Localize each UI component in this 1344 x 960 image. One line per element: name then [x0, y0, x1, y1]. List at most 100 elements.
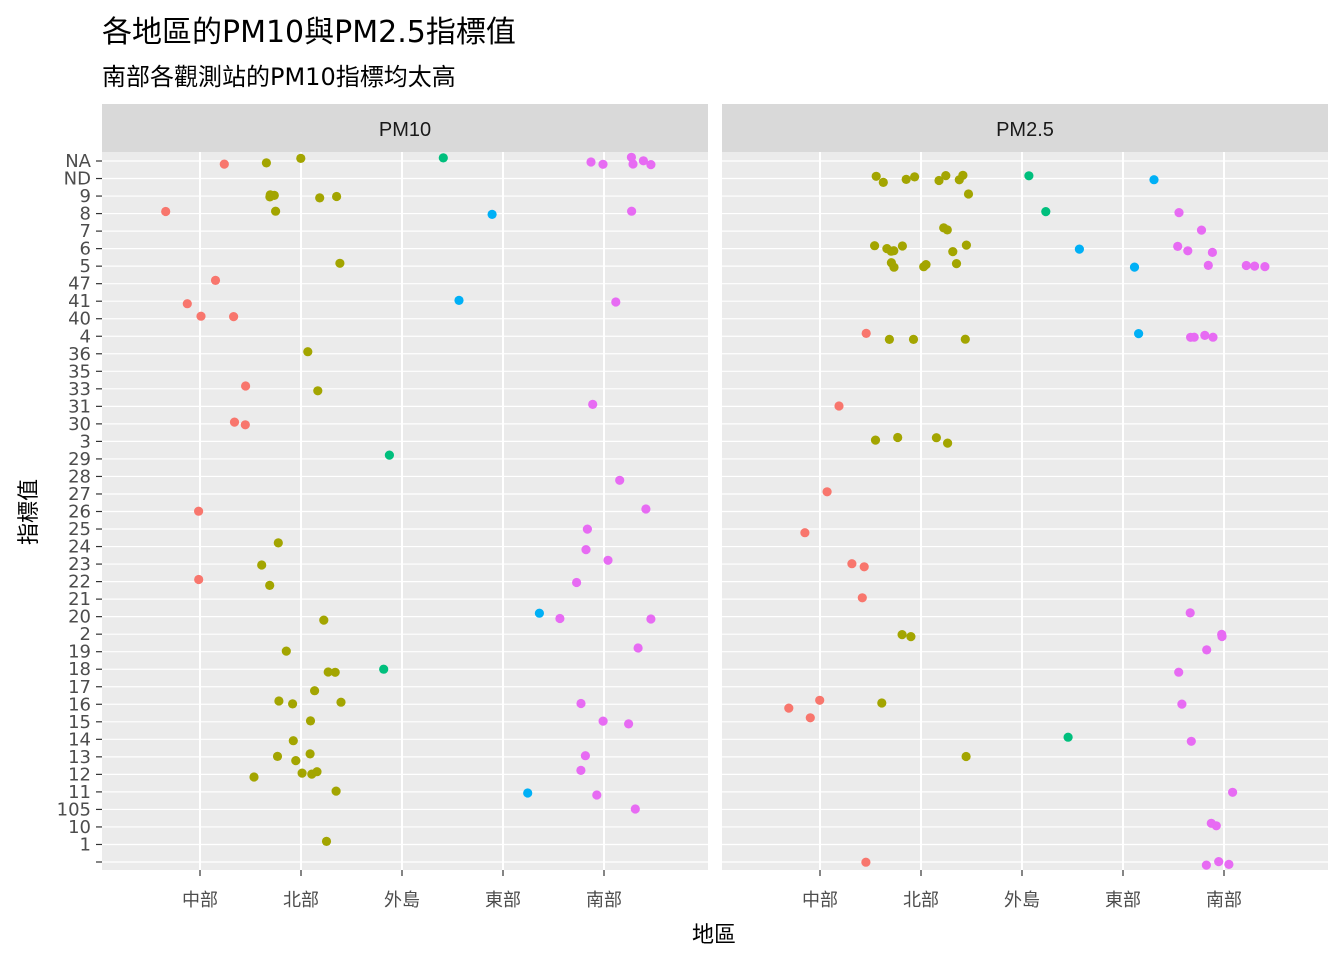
data-point: [321, 836, 332, 847]
data-point: [194, 506, 204, 516]
data-point: [939, 223, 949, 233]
data-point: [572, 577, 582, 588]
data-point: [870, 435, 881, 445]
data-point: [1224, 859, 1234, 870]
data-point: [882, 244, 892, 254]
data-point: [941, 171, 951, 181]
y-tick-label: 13: [68, 747, 91, 768]
data-point: [859, 562, 869, 572]
data-point: [615, 475, 625, 485]
data-point: [897, 241, 908, 251]
y-tick-label: 31: [68, 396, 91, 417]
y-tick-label: 26: [68, 502, 91, 523]
data-point: [611, 297, 621, 307]
data-point: [961, 751, 971, 762]
data-point: [315, 193, 325, 203]
chart-subtitle: 南部各觀測站的PM10指標均太高: [102, 63, 456, 91]
data-point: [265, 192, 275, 202]
data-point: [1173, 241, 1183, 251]
y-tick-label: 16: [68, 694, 91, 715]
x-tick-label: 東部: [485, 890, 521, 911]
data-point: [861, 857, 871, 867]
data-point: [323, 667, 333, 677]
y-tick-label: ND: [64, 169, 91, 190]
data-point: [886, 258, 897, 268]
data-point: [330, 667, 340, 677]
y-tick-label: 7: [80, 221, 91, 242]
data-point: [1189, 332, 1199, 342]
data-point: [1041, 207, 1051, 217]
data-point: [182, 299, 192, 309]
data-point: [1183, 246, 1193, 256]
facet-pm25-panel: PM2.5 中部 北部 外島 東部 南部: [722, 104, 1328, 911]
y-tick-label: 12: [68, 764, 91, 785]
data-point: [312, 767, 322, 777]
data-point: [961, 240, 972, 250]
data-point: [581, 545, 591, 555]
data-point: [603, 555, 613, 565]
y-tick-label: 41: [68, 291, 91, 312]
data-point: [628, 159, 638, 169]
y-tick-label: 24: [68, 537, 91, 558]
data-point: [523, 788, 533, 798]
data-point: [438, 153, 448, 163]
y-tick-label: 28: [68, 466, 91, 487]
y-tick-label: 27: [68, 484, 91, 505]
data-point: [1063, 732, 1073, 742]
y-tick-label: 105: [57, 799, 91, 820]
data-point: [240, 420, 250, 430]
y-tick-label: 4: [80, 326, 91, 347]
data-point: [630, 804, 640, 814]
data-point: [878, 177, 888, 187]
data-point: [1129, 262, 1140, 272]
y-tick-label: 15: [68, 712, 91, 733]
data-point: [1185, 608, 1195, 618]
chart-title: 各地區的PM10與PM2.5指標值: [102, 15, 516, 50]
y-tick-label: 29: [68, 449, 91, 470]
data-point: [893, 432, 903, 443]
data-point: [1186, 736, 1196, 746]
data-point: [1214, 857, 1224, 867]
data-point: [960, 334, 970, 344]
data-point: [1250, 261, 1260, 271]
data-point: [1202, 645, 1212, 655]
facet-strip-label: PM10: [379, 119, 431, 141]
data-point: [633, 643, 643, 653]
facet-pm10-panel: PM10 中部 北部 外島 東部 南部: [102, 104, 708, 911]
data-point: [288, 699, 298, 709]
data-point: [1174, 208, 1184, 218]
data-point: [194, 574, 204, 585]
data-point: [910, 172, 920, 182]
data-point: [1074, 244, 1084, 254]
x-tick-label: 外島: [384, 890, 420, 911]
x-tick-label: 南部: [1206, 890, 1242, 911]
facet-strip: [722, 104, 1328, 152]
y-tick-label: 20: [68, 607, 91, 628]
y-tick-label: 19: [68, 642, 91, 663]
data-point: [784, 703, 794, 713]
y-tick-label: 21: [68, 589, 91, 610]
data-point: [1177, 699, 1187, 709]
data-point: [958, 170, 968, 180]
data-point: [1200, 330, 1210, 340]
y-tick-label: 23: [68, 554, 91, 575]
data-point: [1196, 225, 1207, 235]
data-point: [1217, 629, 1227, 640]
data-point: [291, 756, 301, 766]
data-point: [921, 260, 931, 270]
data-point: [273, 538, 283, 548]
data-point: [1203, 260, 1213, 270]
y-axis-title: 指標值: [17, 479, 42, 545]
data-point: [627, 206, 637, 216]
data-point: [624, 719, 634, 729]
data-point: [815, 695, 825, 705]
data-point: [646, 614, 656, 624]
data-point: [908, 334, 919, 344]
data-point: [229, 417, 240, 427]
data-point: [861, 328, 871, 338]
y-tick-label: 10: [68, 817, 91, 838]
data-point: [934, 175, 944, 186]
data-point: [951, 259, 962, 269]
data-point: [906, 632, 916, 642]
data-point: [305, 749, 315, 759]
